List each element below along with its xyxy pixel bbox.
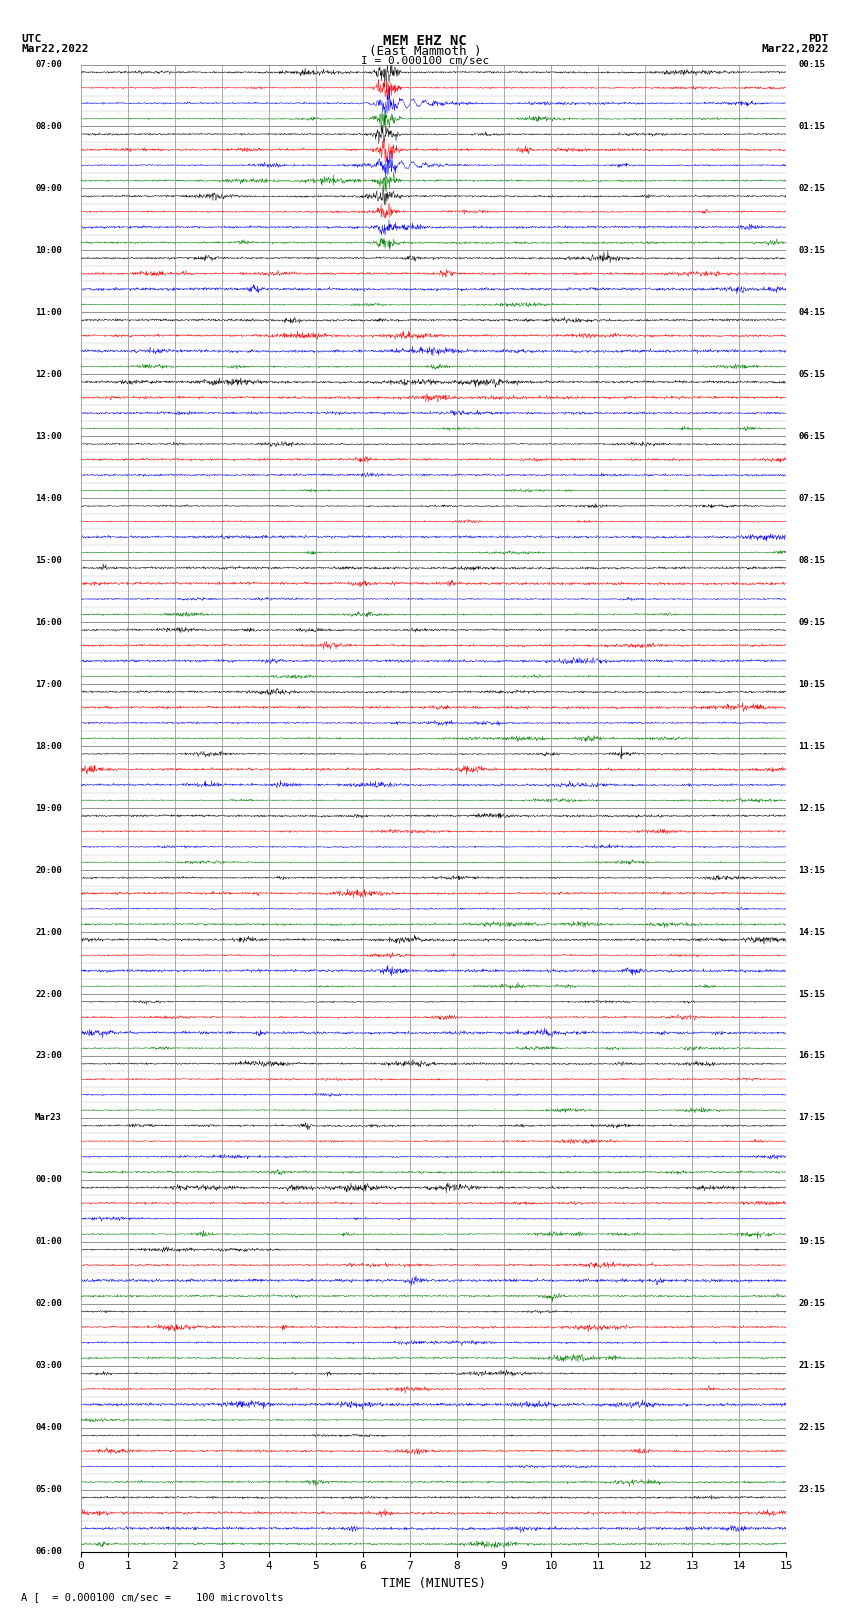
Text: UTC: UTC <box>21 34 42 44</box>
Text: 10:00: 10:00 <box>35 245 62 255</box>
Text: 05:00: 05:00 <box>35 1486 62 1494</box>
Text: 14:15: 14:15 <box>798 927 824 937</box>
Text: 04:00: 04:00 <box>35 1423 62 1432</box>
Text: 04:15: 04:15 <box>798 308 824 316</box>
Text: Mar22,2022: Mar22,2022 <box>762 44 829 53</box>
Text: 17:15: 17:15 <box>798 1113 824 1123</box>
Text: Mar22,2022: Mar22,2022 <box>21 44 88 53</box>
Text: 16:15: 16:15 <box>798 1052 824 1060</box>
Text: 19:15: 19:15 <box>798 1237 824 1247</box>
Text: 03:15: 03:15 <box>798 245 824 255</box>
Text: MEM EHZ NC: MEM EHZ NC <box>383 34 467 48</box>
Text: 21:15: 21:15 <box>798 1361 824 1371</box>
Text: 23:15: 23:15 <box>798 1486 824 1494</box>
Text: 19:00: 19:00 <box>35 803 62 813</box>
Text: 20:15: 20:15 <box>798 1300 824 1308</box>
Text: A [  = 0.000100 cm/sec =    100 microvolts: A [ = 0.000100 cm/sec = 100 microvolts <box>21 1592 284 1602</box>
Text: 00:00: 00:00 <box>35 1176 62 1184</box>
Text: 15:15: 15:15 <box>798 989 824 998</box>
Text: 10:15: 10:15 <box>798 679 824 689</box>
Text: 02:15: 02:15 <box>798 184 824 194</box>
Text: 16:00: 16:00 <box>35 618 62 627</box>
Text: 11:15: 11:15 <box>798 742 824 750</box>
Text: 02:00: 02:00 <box>35 1300 62 1308</box>
Text: 21:00: 21:00 <box>35 927 62 937</box>
Text: 01:15: 01:15 <box>798 123 824 131</box>
Text: 13:15: 13:15 <box>798 866 824 874</box>
Text: 13:00: 13:00 <box>35 432 62 440</box>
Text: 03:00: 03:00 <box>35 1361 62 1371</box>
Text: PDT: PDT <box>808 34 829 44</box>
Text: 18:15: 18:15 <box>798 1176 824 1184</box>
Text: 08:15: 08:15 <box>798 556 824 565</box>
Text: 01:00: 01:00 <box>35 1237 62 1247</box>
Text: 06:15: 06:15 <box>798 432 824 440</box>
Text: 22:00: 22:00 <box>35 989 62 998</box>
Text: 07:15: 07:15 <box>798 494 824 503</box>
Text: 06:00: 06:00 <box>35 1547 62 1557</box>
Text: (East Mammoth ): (East Mammoth ) <box>369 45 481 58</box>
Text: 23:00: 23:00 <box>35 1052 62 1060</box>
Text: 14:00: 14:00 <box>35 494 62 503</box>
Text: 00:15: 00:15 <box>798 60 824 69</box>
X-axis label: TIME (MINUTES): TIME (MINUTES) <box>381 1578 486 1590</box>
Text: 20:00: 20:00 <box>35 866 62 874</box>
Text: 09:15: 09:15 <box>798 618 824 627</box>
Text: 07:00: 07:00 <box>35 60 62 69</box>
Text: 17:00: 17:00 <box>35 679 62 689</box>
Text: 05:15: 05:15 <box>798 369 824 379</box>
Text: 09:00: 09:00 <box>35 184 62 194</box>
Text: I = 0.000100 cm/sec: I = 0.000100 cm/sec <box>361 56 489 66</box>
Text: 22:15: 22:15 <box>798 1423 824 1432</box>
Text: 12:00: 12:00 <box>35 369 62 379</box>
Text: Mar23: Mar23 <box>35 1113 62 1123</box>
Text: 18:00: 18:00 <box>35 742 62 750</box>
Text: 08:00: 08:00 <box>35 123 62 131</box>
Text: 15:00: 15:00 <box>35 556 62 565</box>
Text: 12:15: 12:15 <box>798 803 824 813</box>
Text: 11:00: 11:00 <box>35 308 62 316</box>
